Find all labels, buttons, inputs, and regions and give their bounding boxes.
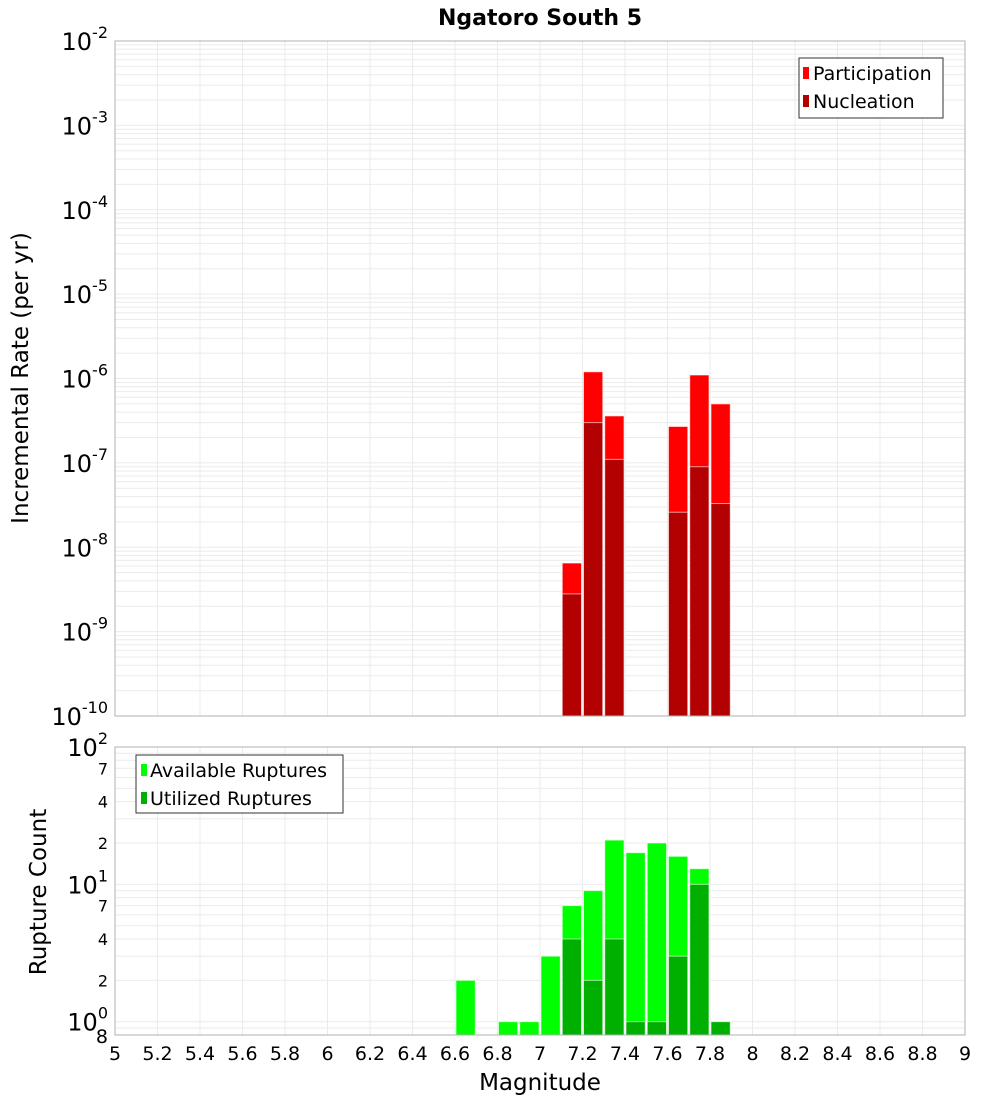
- x-tick-label: 7.2: [567, 1043, 597, 1065]
- y-tick-label: 10-9: [62, 614, 109, 647]
- utilized-legend-label: Utilized Ruptures: [150, 788, 312, 810]
- nucleation-legend-label: Nucleation: [813, 91, 915, 113]
- count-plot-frame: [114, 746, 966, 1036]
- y-tick-label: 10-6: [62, 361, 109, 394]
- y-tick-label: 10-2: [62, 23, 109, 56]
- x-tick-label: 6.2: [355, 1043, 385, 1065]
- y-tick-label: 101: [67, 866, 108, 899]
- count-plot: 102 101 100 7 4 2 7 4 2 8 Rupture Count Available…: [26, 729, 966, 1048]
- rate-legend-box: [798, 57, 944, 119]
- utilized-bar: [646, 1021, 667, 1036]
- available-bar: [625, 852, 646, 1036]
- x-tick-label: 6: [321, 1043, 333, 1065]
- nucleation-bar: [561, 593, 582, 717]
- participation-legend-label: Participation: [813, 63, 932, 85]
- utilized-bar: [689, 883, 710, 1036]
- x-tick-label: 5.8: [270, 1043, 300, 1065]
- x-axis-label: Magnitude: [479, 1070, 601, 1096]
- x-tick-label: 6.4: [397, 1043, 427, 1065]
- available-legend-label: Available Ruptures: [150, 760, 327, 782]
- available-bar: [498, 1021, 519, 1036]
- participation-legend-swatch: [803, 67, 809, 79]
- available-legend-swatch: [141, 764, 147, 776]
- available-bar: [540, 955, 561, 1036]
- x-tick-label: 8.4: [822, 1043, 852, 1065]
- available-bar: [646, 842, 667, 1036]
- count-y-axis-label: Rupture Count: [26, 809, 52, 975]
- rate-plot-grid: [114, 41, 966, 717]
- y-minor-tick-label: 4: [98, 930, 108, 949]
- available-bar: [455, 979, 476, 1036]
- nucleation-bar: [710, 503, 731, 717]
- y-tick-label: 10-3: [62, 107, 109, 140]
- nucleation-bar: [583, 422, 604, 717]
- x-tick-label: 8.8: [907, 1043, 937, 1065]
- utilized-bar: [625, 1021, 646, 1036]
- x-tick-label: 7: [534, 1043, 546, 1065]
- count-legend-box: [135, 754, 344, 814]
- x-tick-label: 8.6: [865, 1043, 895, 1065]
- utilized-legend-swatch: [141, 792, 147, 804]
- x-tick-label: 7.8: [695, 1043, 725, 1065]
- nucleation-bar: [668, 511, 689, 717]
- count-plot-y-ticks: 102 101 100 7 4 2 7 4 2 8: [67, 729, 108, 1048]
- x-tick-label: 6.8: [482, 1043, 512, 1065]
- rate-plot-y-ticks: 10-2 10-3 10-4 10-5 10-6 10-7 10-8 10-9 10-10: [51, 23, 108, 731]
- y-tick-label: 10-7: [62, 445, 109, 478]
- y-minor-tick-label: 8: [96, 1026, 108, 1048]
- utilized-bar: [583, 979, 604, 1036]
- count-legend: Available Ruptures Utilized Ruptures: [135, 754, 344, 814]
- x-tick-label: 5.4: [185, 1043, 215, 1065]
- x-tick-label: 9: [959, 1043, 971, 1065]
- x-tick-label: 7.4: [610, 1043, 640, 1065]
- nucleation-bar: [689, 466, 710, 717]
- available-bar: [519, 1021, 540, 1036]
- chart-title: Ngatoro South 5: [438, 6, 642, 31]
- utilized-bar: [710, 1021, 731, 1036]
- rate-plot: 10-2 10-3 10-4 10-5 10-6 10-7 10-8 10-9 10-10 In…: [8, 23, 966, 731]
- nucleation-bar: [604, 458, 625, 717]
- rate-legend: Participation Nucleation: [798, 57, 944, 119]
- y-minor-tick-label: 2: [98, 971, 108, 990]
- utilized-bar: [561, 938, 582, 1036]
- utilized-bar: [668, 955, 689, 1036]
- y-minor-tick-label: 2: [98, 834, 108, 853]
- y-tick-label: 100: [67, 1004, 108, 1037]
- y-tick-label: 10-4: [62, 192, 109, 225]
- rate-plot-bars: [561, 371, 731, 717]
- nucleation-legend-swatch: [803, 95, 809, 107]
- y-tick-label: 102: [67, 729, 108, 762]
- y-tick-label: 10-5: [62, 276, 109, 309]
- y-tick-label: 10-10: [51, 698, 108, 731]
- rate-y-axis-label: Incremental Rate (per yr): [8, 232, 34, 524]
- x-axis-ticks: 5 5.2 5.4 5.6 5.8 6 6.2 6.4 6.6 6.8 7 7.2 7.4 7.6 7.8 8…: [109, 1043, 971, 1065]
- x-tick-label: 6.6: [440, 1043, 470, 1065]
- rate-plot-frame: [114, 40, 966, 717]
- x-tick-label: 5.6: [227, 1043, 257, 1065]
- y-minor-tick-label: 7: [98, 897, 108, 916]
- x-tick-label: 5.2: [142, 1043, 172, 1065]
- y-minor-tick-label: 7: [98, 759, 108, 778]
- utilized-bar: [604, 938, 625, 1036]
- y-tick-label: 10-8: [62, 529, 109, 562]
- x-tick-label: 5: [109, 1043, 121, 1065]
- x-tick-label: 8.2: [780, 1043, 810, 1065]
- y-minor-tick-label: 4: [98, 793, 108, 812]
- x-tick-label: 8: [746, 1043, 758, 1065]
- x-tick-label: 7.6: [652, 1043, 682, 1065]
